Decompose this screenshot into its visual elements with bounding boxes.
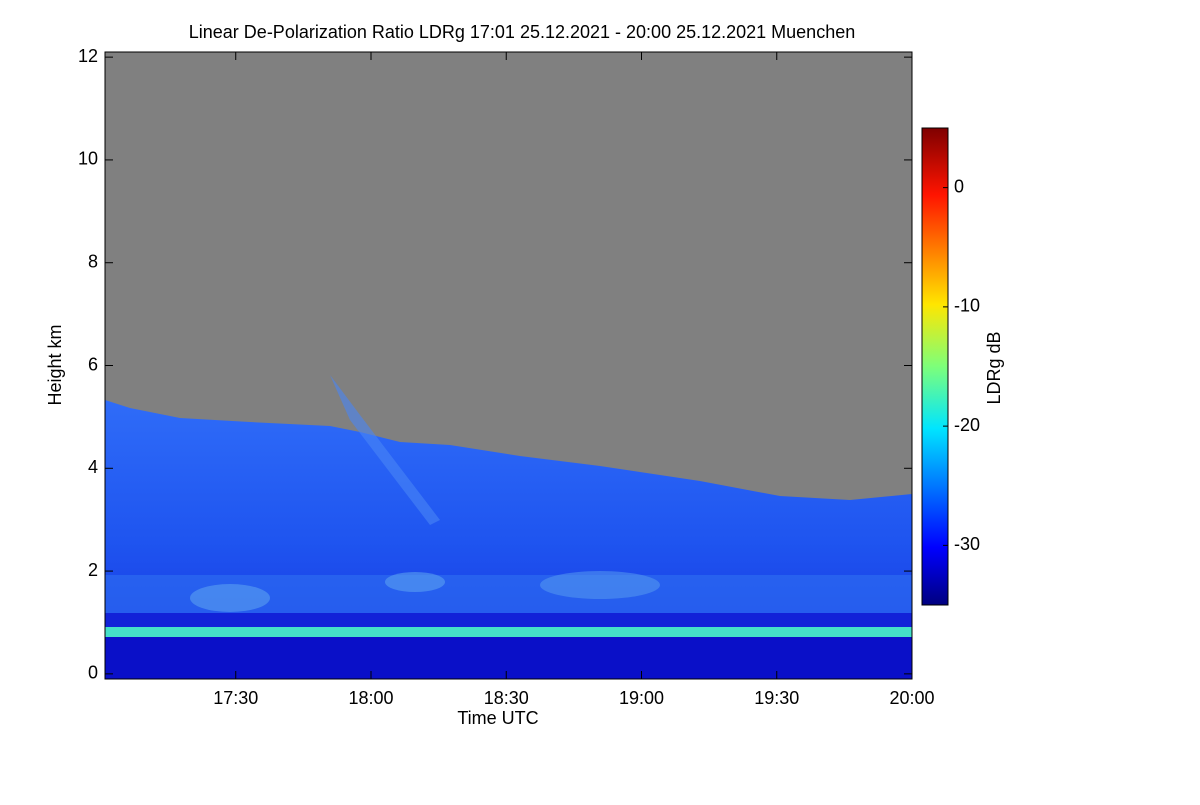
- boundary-layer: [105, 627, 912, 637]
- colorbar-tick-label: 0: [954, 176, 964, 196]
- near-ground: [105, 637, 912, 679]
- y-tick-label: 6: [88, 354, 98, 374]
- y-tick-label: 12: [78, 46, 98, 66]
- x-axis-label: Time UTC: [457, 708, 538, 728]
- y-tick-label: 4: [88, 457, 98, 477]
- layer: [105, 613, 912, 629]
- y-axis-label: Height km: [45, 324, 65, 405]
- colorbar: [921, 127, 949, 606]
- x-tick-label: 19:30: [754, 688, 799, 708]
- x-tick-label: 18:00: [348, 688, 393, 708]
- colorbar-tick-label: -30: [954, 534, 980, 554]
- colorbar-tick-label: -20: [954, 415, 980, 435]
- patch: [190, 584, 270, 612]
- y-tick-label: 10: [78, 149, 98, 169]
- chart-title: Linear De-Polarization Ratio LDRg 17:01 …: [189, 22, 855, 42]
- y-tick-label: 8: [88, 251, 98, 271]
- cirrus-streak: [330, 375, 440, 525]
- x-tick-label: 19:00: [619, 688, 664, 708]
- x-tick-label: 18:30: [484, 688, 529, 708]
- heatmap-image: [104, 51, 913, 680]
- y-tick-label: 0: [88, 663, 98, 683]
- colorbar-tick-label: -10: [954, 296, 980, 316]
- x-tick-label: 20:00: [889, 688, 934, 708]
- patch: [385, 572, 445, 592]
- y-tick-label: 2: [88, 560, 98, 580]
- x-tick-label: 17:30: [213, 688, 258, 708]
- patch: [540, 571, 660, 599]
- colorbar-label: LDRg dB: [984, 331, 1004, 404]
